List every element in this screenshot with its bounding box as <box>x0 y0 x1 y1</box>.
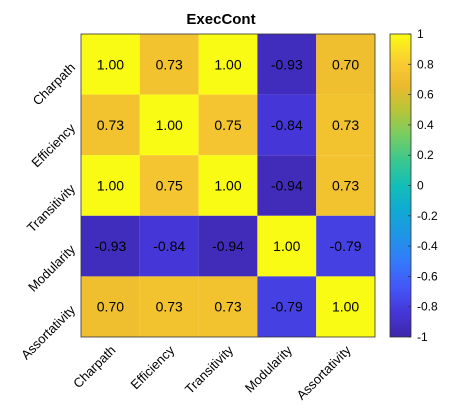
row-tick-label: Charpath <box>30 60 78 108</box>
column-labels: Charpath Efficiency Transitivity Modularity… <box>70 342 354 403</box>
heatmap-cell <box>257 94 317 156</box>
cell-value-label: 0.73 <box>156 299 183 315</box>
heatmap-cell <box>316 94 375 156</box>
heatmap-cell <box>198 215 258 277</box>
cell-value-label: -0.79 <box>271 299 303 315</box>
colorbar-tick-label: -0.6 <box>417 269 438 283</box>
colorbar-tick-label: 0.6 <box>417 88 434 102</box>
heatmap-cell <box>257 276 317 337</box>
cell-value-label: 0.73 <box>214 299 241 315</box>
cell-value-label: -0.94 <box>212 238 244 254</box>
row-tick-label: Transitivity <box>24 181 79 236</box>
cell-value-label: -0.84 <box>153 238 185 254</box>
heatmap-cell <box>257 34 317 95</box>
colorbar-tick-label: 1 <box>417 27 424 41</box>
colorbar-tick-label: 0.2 <box>417 148 434 162</box>
heatmap-cells: 1.00 0.73 1.00 -0.93 0.70 0.73 1.00 0.75 -0.84 0.… <box>80 33 376 338</box>
colorbar-tick-label: -1 <box>417 330 428 344</box>
colorbar-tick-label: 0.8 <box>417 57 434 71</box>
cell-value-label: 0.75 <box>214 117 241 133</box>
column-tick-label: Modularity <box>242 342 295 395</box>
column-tick-label: Efficiency <box>128 342 178 392</box>
cell-value-label: 0.70 <box>332 56 359 72</box>
heatmap-cell <box>316 276 375 337</box>
heatmap-cell <box>316 155 375 216</box>
cell-value-label: 1.00 <box>156 117 183 133</box>
heatmap-cell <box>81 34 140 95</box>
heatmap-cell <box>139 155 199 216</box>
heatmap-cell <box>257 155 317 216</box>
row-tick-label: Modularity <box>25 241 78 294</box>
heatmap-frame <box>80 33 376 338</box>
colorbar-tick-label: 0 <box>417 179 424 193</box>
cell-value-label: 0.73 <box>97 117 124 133</box>
heatmap-cell <box>198 94 258 156</box>
cell-value-label: 0.73 <box>332 178 359 194</box>
cell-value-label: 0.73 <box>332 117 359 133</box>
cell-value-label: 0.70 <box>97 299 124 315</box>
row-tick-label: Efficiency <box>28 120 78 170</box>
colorbar-tick-label: -0.4 <box>417 239 438 253</box>
heatmap-cell <box>139 215 199 277</box>
heatmap-cell <box>198 155 258 216</box>
colorbar-tick-label: -0.8 <box>417 300 438 314</box>
heatmap-cell <box>81 155 140 216</box>
heatmap-cell <box>81 215 140 277</box>
heatmap-cell <box>257 215 317 277</box>
cell-value-label: 1.00 <box>332 299 359 315</box>
column-tick-label: Assortativity <box>294 342 355 403</box>
cell-value-label: 0.73 <box>156 56 183 72</box>
heatmap-cell <box>139 34 199 95</box>
cell-value-label: -0.93 <box>271 56 303 72</box>
heatmap-cell <box>198 276 258 337</box>
cell-value-label: 1.00 <box>214 178 241 194</box>
cell-value-label: -0.84 <box>271 117 303 133</box>
colorbar-ticks: 1 0.8 0.6 0.4 0.2 0 -0.2 -0.4 -0.6 -0.8 -1 <box>408 27 438 344</box>
heatmap-cell <box>81 276 140 337</box>
heatmap-cell <box>316 34 375 95</box>
heatmap-cell <box>139 276 199 337</box>
colorbar <box>389 33 412 338</box>
heatmap-cell <box>198 34 258 95</box>
heatmap-cell <box>139 94 199 156</box>
colorbar-tick-label: 0.4 <box>417 118 434 132</box>
chart-title: ExecCont <box>186 11 255 28</box>
colorbar-tick-label: -0.2 <box>417 209 438 223</box>
heatmap-cell <box>316 215 375 277</box>
row-tick-label: Assortativity <box>18 302 79 363</box>
cell-value-label: -0.79 <box>330 238 362 254</box>
cell-value-label: -0.93 <box>94 238 126 254</box>
column-tick-label: Transitivity <box>182 342 237 397</box>
row-labels: Charpath Efficiency TransitivityModularity… <box>18 60 79 363</box>
cell-value-label: 1.00 <box>273 238 300 254</box>
cell-value-label: 1.00 <box>97 178 124 194</box>
cell-value-label: 0.75 <box>156 178 183 194</box>
cell-value-label: 1.00 <box>214 56 241 72</box>
cell-value-label: -0.94 <box>271 178 303 194</box>
cell-value-label: 1.00 <box>97 56 124 72</box>
column-tick-label: Charpath <box>70 343 118 391</box>
heatmap-cell <box>81 94 140 156</box>
